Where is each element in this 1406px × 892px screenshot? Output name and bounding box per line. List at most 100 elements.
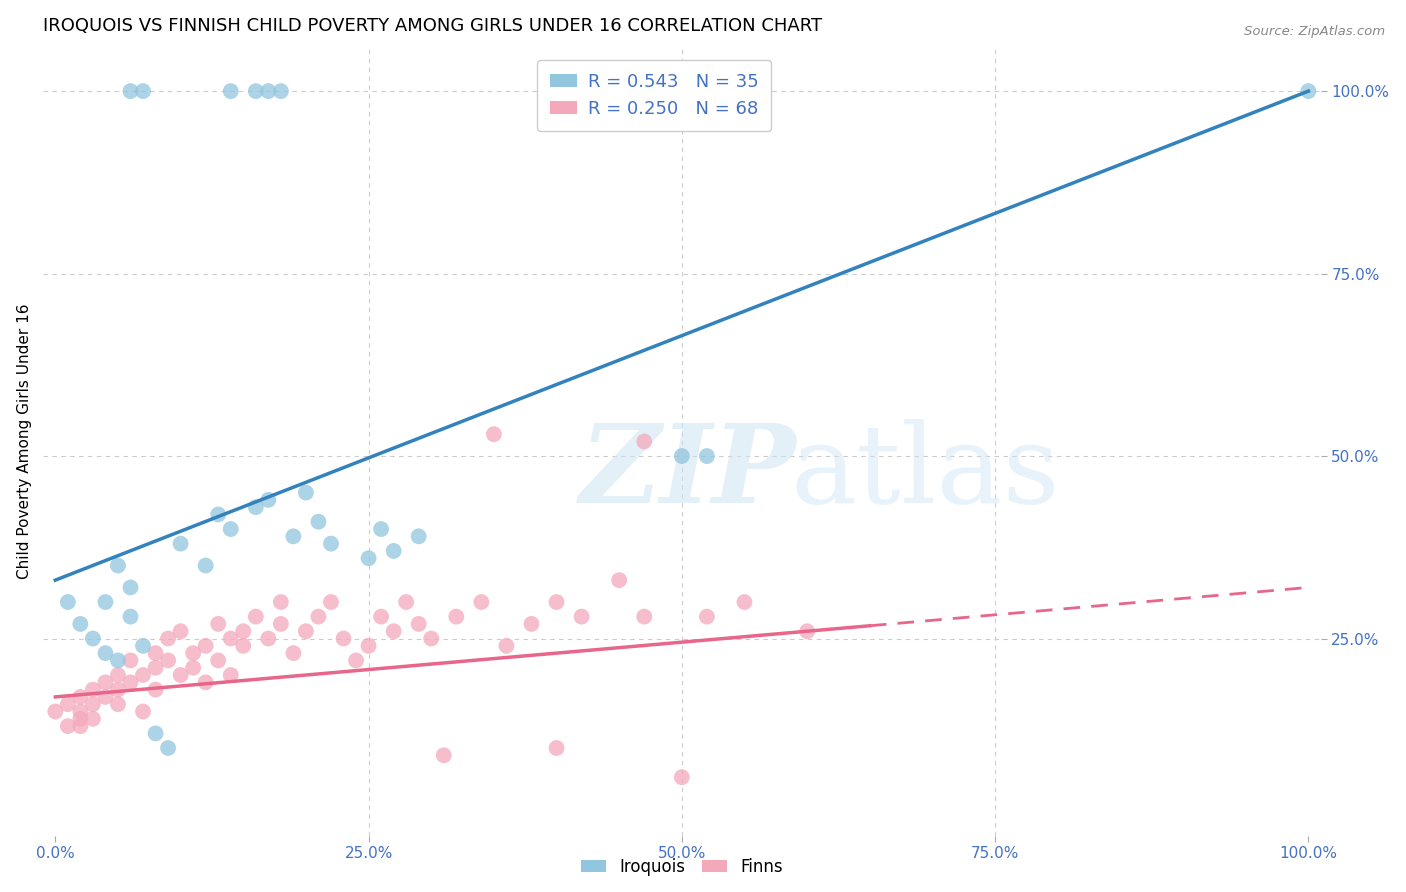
Point <box>56 697 79 711</box>
Point <box>1298 84 1320 98</box>
Point <box>307 515 329 529</box>
Point <box>69 705 91 719</box>
Point <box>169 668 191 682</box>
Point <box>408 616 430 631</box>
Point <box>69 616 91 631</box>
Point <box>433 748 456 763</box>
Point <box>120 653 142 667</box>
Point <box>495 639 517 653</box>
Point <box>671 449 693 463</box>
Point <box>94 675 117 690</box>
Point <box>470 595 492 609</box>
Point <box>56 595 79 609</box>
Point <box>219 522 242 536</box>
Point <box>169 536 191 550</box>
Point <box>571 609 593 624</box>
Point <box>245 84 267 98</box>
Point <box>194 639 217 653</box>
Point <box>245 609 267 624</box>
Point <box>132 668 155 682</box>
Point <box>94 595 117 609</box>
Point <box>671 770 693 784</box>
Point <box>157 632 180 646</box>
Point <box>194 558 217 573</box>
Point <box>370 522 392 536</box>
Point <box>145 661 167 675</box>
Point <box>520 616 543 631</box>
Point <box>107 653 129 667</box>
Point <box>120 84 142 98</box>
Point <box>132 705 155 719</box>
Point <box>633 609 655 624</box>
Point <box>270 84 292 98</box>
Point <box>132 639 155 653</box>
Point <box>82 632 104 646</box>
Point <box>546 741 568 756</box>
Point <box>120 581 142 595</box>
Point <box>319 595 342 609</box>
Point <box>219 84 242 98</box>
Point <box>482 427 505 442</box>
Point <box>157 653 180 667</box>
Point <box>107 682 129 697</box>
Point <box>370 609 392 624</box>
Point <box>120 675 142 690</box>
Point <box>332 632 354 646</box>
Y-axis label: Child Poverty Among Girls Under 16: Child Poverty Among Girls Under 16 <box>17 303 32 579</box>
Point <box>82 697 104 711</box>
Point <box>207 653 229 667</box>
Point <box>357 639 380 653</box>
Point <box>283 529 305 543</box>
Point <box>607 573 630 587</box>
Point <box>734 595 756 609</box>
Point <box>69 719 91 733</box>
Point <box>69 690 91 704</box>
Point <box>145 646 167 660</box>
Point <box>232 639 254 653</box>
Point <box>107 558 129 573</box>
Point <box>169 624 191 639</box>
Point <box>257 84 280 98</box>
Point <box>395 595 418 609</box>
Point <box>56 719 79 733</box>
Point <box>382 544 405 558</box>
Point <box>181 646 204 660</box>
Point <box>94 646 117 660</box>
Point <box>82 712 104 726</box>
Point <box>145 726 167 740</box>
Point <box>446 609 468 624</box>
Point <box>120 609 142 624</box>
Point <box>219 668 242 682</box>
Point <box>207 616 229 631</box>
Point <box>257 492 280 507</box>
Point <box>107 668 129 682</box>
Text: IROQUOIS VS FINNISH CHILD POVERTY AMONG GIRLS UNDER 16 CORRELATION CHART: IROQUOIS VS FINNISH CHILD POVERTY AMONG … <box>42 17 823 35</box>
Point <box>344 653 367 667</box>
Point <box>107 697 129 711</box>
Point <box>546 595 568 609</box>
Point <box>132 84 155 98</box>
Point <box>408 529 430 543</box>
Legend: Iroquois, Finns: Iroquois, Finns <box>574 851 790 882</box>
Point <box>307 609 329 624</box>
Point <box>633 434 655 449</box>
Point <box>270 616 292 631</box>
Point <box>82 682 104 697</box>
Point <box>696 449 718 463</box>
Point <box>44 705 66 719</box>
Point <box>357 551 380 566</box>
Point <box>94 690 117 704</box>
Text: atlas: atlas <box>790 419 1060 526</box>
Point <box>194 675 217 690</box>
Point <box>232 624 254 639</box>
Text: ZIP: ZIP <box>579 419 796 527</box>
Point <box>145 682 167 697</box>
Point <box>295 624 318 639</box>
Text: Source: ZipAtlas.com: Source: ZipAtlas.com <box>1244 25 1385 38</box>
Point <box>207 508 229 522</box>
Point <box>319 536 342 550</box>
Point <box>382 624 405 639</box>
Point <box>420 632 443 646</box>
Point <box>696 609 718 624</box>
Point <box>245 500 267 515</box>
